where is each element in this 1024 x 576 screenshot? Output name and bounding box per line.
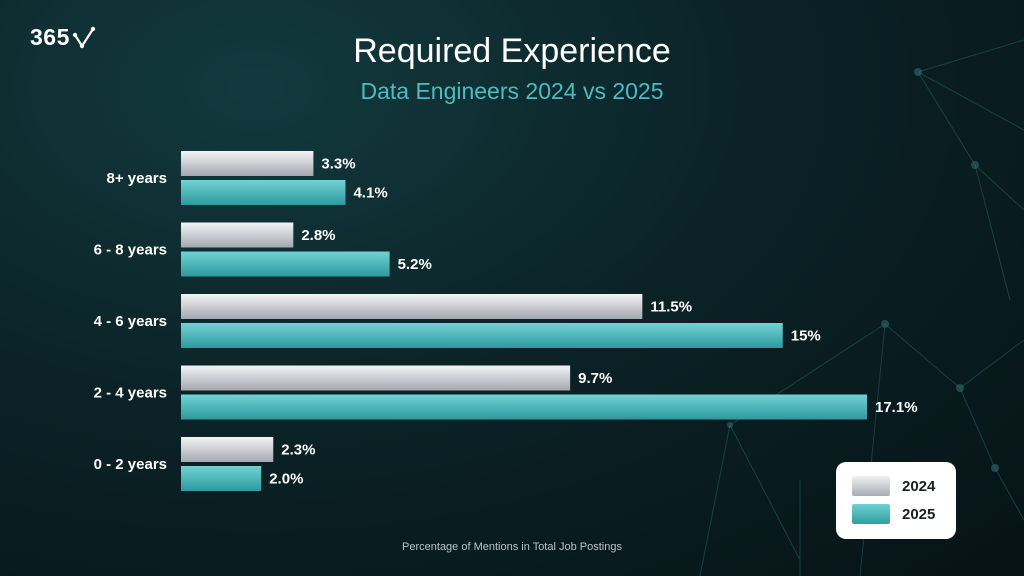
- category-label-2-4-years: 2 - 4 years: [94, 385, 167, 402]
- category-label-0-2-years: 0 - 2 years: [94, 456, 167, 473]
- brand-logo: 365: [30, 24, 96, 51]
- bar-2025-6-8-years: [181, 251, 390, 277]
- chart-subtitle: Data Engineers 2024 vs 2025: [360, 78, 664, 104]
- value-label-2024-4-6-years: 11.5%: [650, 299, 692, 316]
- logo-text: 365: [30, 24, 70, 50]
- category-label-4-6-years: 4 - 6 years: [94, 313, 167, 330]
- bar-2024-8-years: [181, 151, 314, 176]
- bar-2025-2-4-years: [181, 394, 867, 420]
- legend-swatch-2024: [852, 476, 890, 496]
- chart-legend: 2024 2025: [836, 462, 956, 539]
- value-label-2025-2-4-years: 17.1%: [875, 399, 918, 416]
- value-label-2024-6-8-years: 2.8%: [301, 227, 335, 244]
- bar-2024-0-2-years: [181, 437, 274, 462]
- x-axis-label: Percentage of Mentions in Total Job Post…: [402, 541, 622, 553]
- legend-item-2025: 2025: [852, 500, 940, 528]
- bar-2025-0-2-years: [181, 466, 262, 491]
- value-label-2025-6-8-years: 5.2%: [398, 256, 432, 273]
- legend-item-2024: 2024: [852, 472, 940, 500]
- bar-2025-4-6-years: [181, 323, 783, 348]
- bar-2024-4-6-years: [181, 294, 643, 319]
- bar-2024-2-4-years: [181, 365, 571, 391]
- value-label-2024-8-years: 3.3%: [321, 156, 355, 173]
- legend-label-2025: 2025: [902, 505, 936, 523]
- value-label-2024-0-2-years: 2.3%: [281, 442, 315, 459]
- value-label-2025-8-years: 4.1%: [353, 185, 387, 202]
- legend-label-2024: 2024: [902, 477, 936, 495]
- value-label-2025-4-6-years: 15%: [791, 328, 821, 345]
- value-label-2025-0-2-years: 2.0%: [269, 471, 303, 488]
- bar-2025-8-years: [181, 180, 346, 205]
- value-label-2024-2-4-years: 9.7%: [578, 370, 612, 387]
- bar-2024-6-8-years: [181, 222, 294, 248]
- category-label-6-8-years: 6 - 8 years: [94, 242, 167, 259]
- logo-check-icon: [72, 26, 96, 48]
- legend-swatch-2025: [852, 504, 890, 524]
- category-label-8-years: 8+ years: [107, 170, 167, 187]
- chart-title: Required Experience: [353, 32, 671, 70]
